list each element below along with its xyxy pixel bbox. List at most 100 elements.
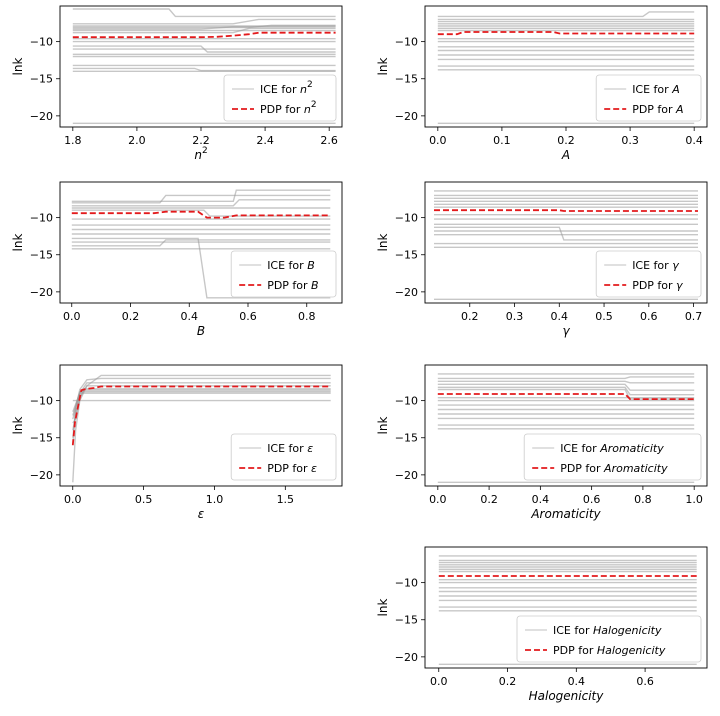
axes-frame (59, 364, 343, 487)
plot-area (437, 373, 695, 483)
x-tick-label: 0.4 (568, 675, 586, 688)
y-tick-label: −20 (30, 469, 53, 482)
legend: ICE for γ PDP for γ (595, 250, 702, 298)
y-tick-label: −15 (30, 73, 53, 86)
ice-line (72, 385, 331, 431)
ice-line (437, 383, 695, 391)
y-axis-label: lnk (376, 58, 390, 76)
x-tick-label: 1.0 (206, 493, 224, 506)
plot-area (71, 374, 331, 483)
y-tick-label: −10 (395, 212, 418, 225)
y-tick-label: −10 (30, 395, 53, 408)
axes-frame (424, 181, 708, 304)
x-axis-label: B (197, 324, 205, 338)
x-tick-label: 0.6 (583, 493, 601, 506)
y-axis-label: lnk (376, 599, 390, 617)
x-tick-label: 0.5 (135, 493, 153, 506)
y-tick-label: −15 (395, 614, 418, 627)
legend-ice-label: ICE for n2 (260, 80, 313, 96)
x-tick-label: 0.2 (499, 675, 517, 688)
x-tick-label: 0.2 (122, 310, 140, 323)
axes-frame (424, 364, 708, 487)
pdp-line (71, 210, 331, 219)
x-tick-label: 0.4 (532, 493, 550, 506)
x-tick-label: 0.0 (63, 310, 81, 323)
ice-line (71, 199, 331, 207)
y-tick-label: −20 (395, 651, 418, 664)
ice-line (72, 27, 336, 34)
ice-line (71, 194, 331, 204)
x-tick-label: 0.0 (430, 675, 448, 688)
pdp-line (71, 385, 331, 446)
ice-line (437, 11, 695, 18)
legend-ice-label: ICE for ε (267, 442, 313, 455)
legend-box (516, 615, 702, 663)
panel-5: 0.0 0.5 1.0 1.5 −10 −15 −20 ε lnk ICE for ε PDP fo… (11, 364, 343, 521)
plot-area (438, 555, 697, 665)
ice-line (72, 26, 336, 30)
ice-line (72, 8, 336, 18)
pdp-line (437, 31, 695, 36)
panel-1: 1.8 2.0 2.2 2.4 2.6 −10 −15 −20 n2 lnk ICE for n2 P… (11, 5, 343, 162)
legend-pdp-label: PDP for Halogenicity (553, 644, 666, 657)
x-tick-label: 0.6 (636, 675, 654, 688)
x-tick-label: 2.0 (128, 134, 146, 147)
ice-line (72, 391, 331, 416)
x-tick-label: 0.2 (461, 310, 479, 323)
x-tick-label: 2.4 (256, 134, 274, 147)
x-tick-label: 0.7 (685, 310, 703, 323)
panel-4: 0.2 0.3 0.4 0.5 0.6 0.7 −10 −15 −20 γ lnk ICE for γ… (376, 181, 708, 338)
x-axis-label: A (561, 148, 570, 162)
ice-line (434, 226, 698, 241)
legend: ICE for ε PDP for ε (230, 433, 337, 481)
legend-ice-label: ICE for A (632, 83, 680, 96)
plot-area (71, 189, 331, 299)
y-tick-label: −20 (395, 469, 418, 482)
ice-line (437, 386, 695, 396)
y-tick-label: −20 (30, 110, 53, 123)
x-tick-label: 0.0 (64, 493, 82, 506)
x-tick-label: 0.2 (480, 493, 498, 506)
ice-line (71, 239, 331, 247)
x-tick-label: 0.1 (493, 134, 511, 147)
legend: ICE for A PDP for A (595, 74, 702, 122)
x-axis-label: n2 (194, 146, 207, 162)
x-tick-label: 0.8 (634, 493, 652, 506)
y-tick-label: −15 (395, 432, 418, 445)
y-tick-label: −15 (395, 73, 418, 86)
x-axis-label: ε (198, 507, 205, 521)
ice-line (72, 388, 331, 424)
y-tick-label: −10 (395, 395, 418, 408)
ice-line (72, 392, 331, 413)
x-tick-label: 0.3 (621, 134, 639, 147)
legend-ice-label: ICE for γ (632, 259, 679, 272)
y-tick-label: −10 (30, 36, 53, 49)
y-tick-label: −10 (30, 212, 53, 225)
y-tick-label: −20 (395, 286, 418, 299)
legend-pdp-label: PDP for A (632, 103, 683, 116)
legend-ice-label: ICE for B (267, 259, 315, 272)
y-axis-label: lnk (376, 234, 390, 252)
y-tick-label: −20 (395, 110, 418, 123)
legend-pdp-label: PDP for n2 (260, 100, 317, 116)
x-tick-label: 1.0 (685, 493, 703, 506)
axes-frame (424, 546, 708, 669)
pdp-line (437, 393, 695, 401)
legend-box (523, 433, 702, 481)
x-tick-label: 0.4 (685, 134, 703, 147)
legend: ICE for B PDP for B (230, 250, 337, 298)
y-tick-label: −10 (395, 36, 418, 49)
legend-pdp-label: PDP for γ (632, 279, 683, 292)
y-tick-label: −15 (395, 249, 418, 262)
y-axis-label: lnk (11, 234, 25, 252)
pdp-line (434, 209, 698, 212)
plot-area (437, 11, 695, 125)
x-tick-label: 0.4 (551, 310, 569, 323)
ice-line (437, 380, 695, 384)
ice-line (72, 389, 331, 420)
x-tick-label: 1.5 (277, 493, 295, 506)
ice-line (437, 376, 695, 380)
legend: ICE for Halogenicity PDP for Halogenicity (516, 615, 702, 663)
